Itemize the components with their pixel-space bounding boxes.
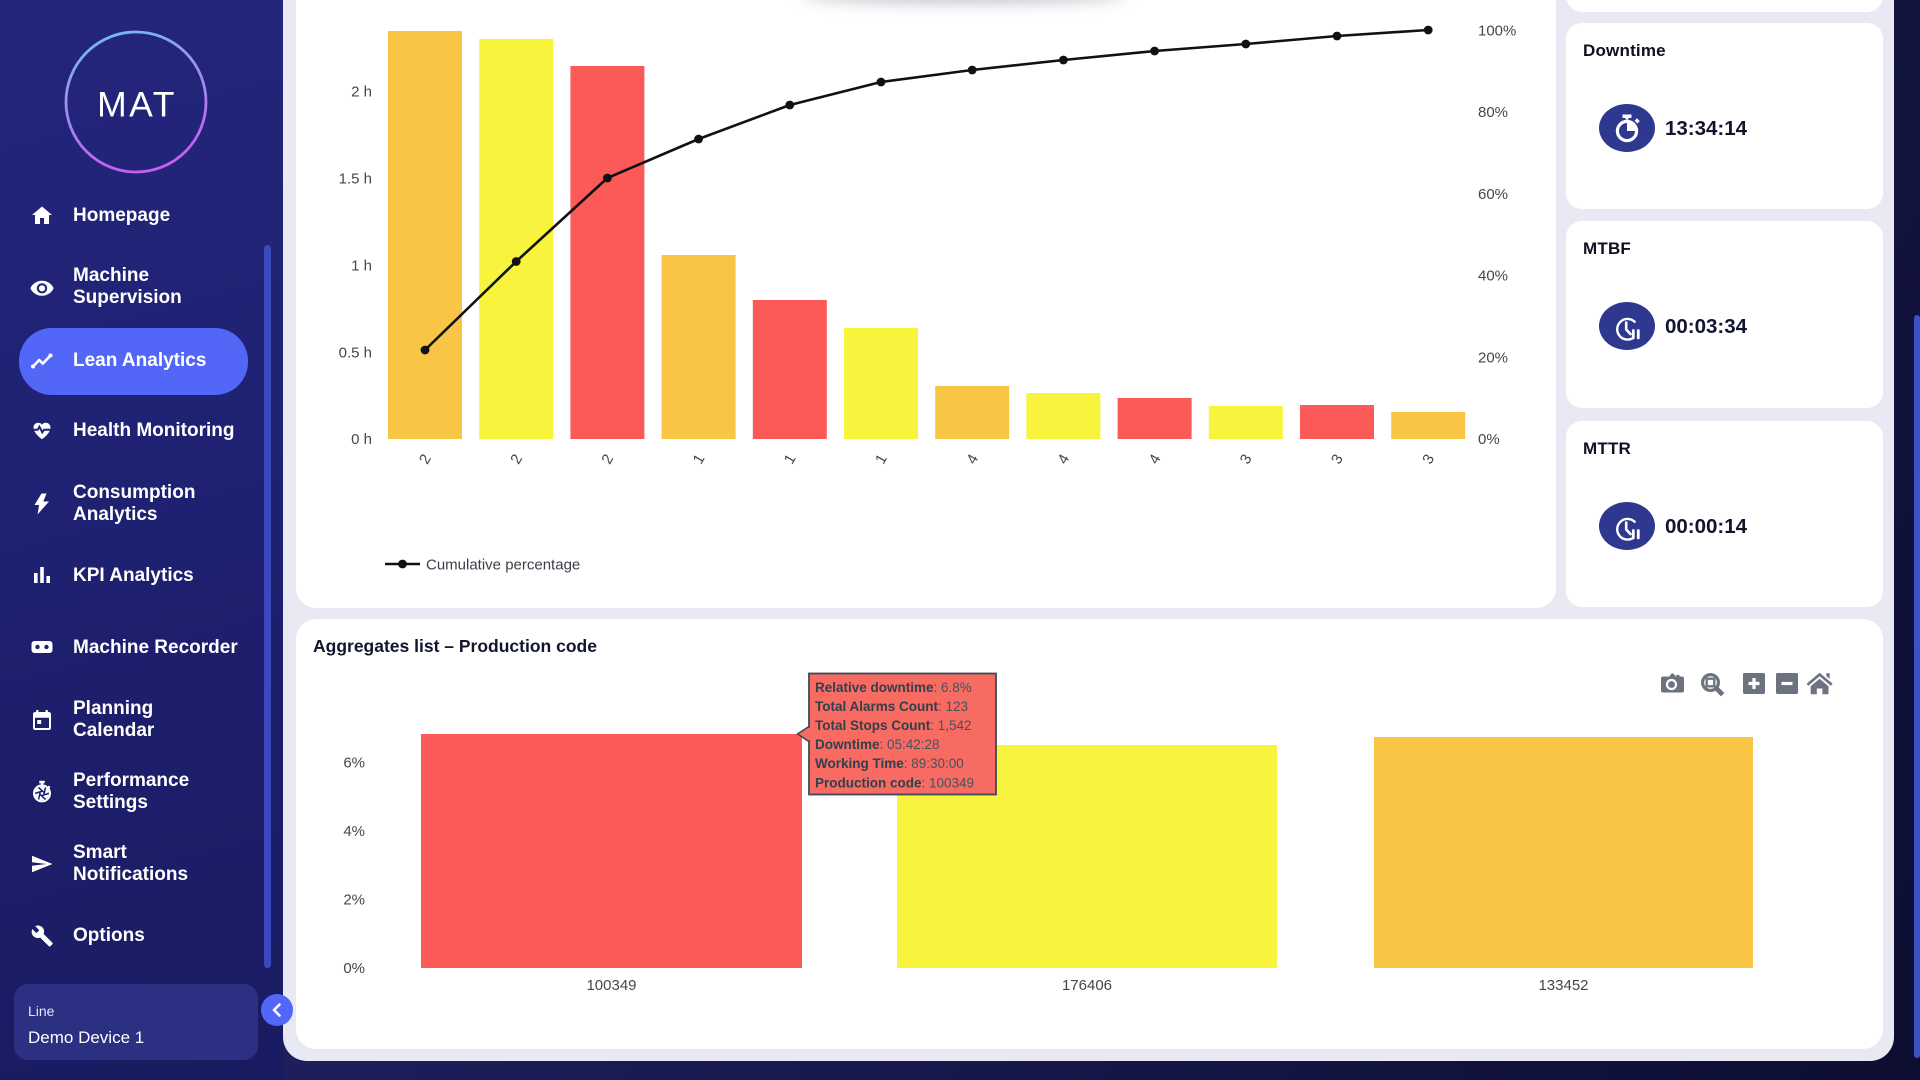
svg-text:133452: 133452	[1538, 977, 1588, 994]
svg-text:1: 1	[872, 451, 891, 467]
svg-text:Relative downtime: 6.8%: Relative downtime: 6.8%	[815, 680, 972, 695]
svg-text:Production code: 100349: Production code: 100349	[815, 775, 974, 790]
svg-text:Working Time: 89:30:00: Working Time: 89:30:00	[815, 756, 964, 771]
svg-text:4: 4	[963, 451, 982, 467]
svg-text:3: 3	[1328, 451, 1347, 467]
svg-text:100%: 100%	[1478, 22, 1516, 39]
svg-text:2: 2	[507, 451, 526, 467]
svg-text:100349: 100349	[586, 977, 636, 994]
svg-text:80%: 80%	[1478, 104, 1508, 121]
svg-text:Total Alarms Count: 123: Total Alarms Count: 123	[815, 699, 968, 714]
svg-text:4: 4	[1146, 451, 1165, 467]
svg-text:0%: 0%	[343, 960, 365, 977]
svg-text:2: 2	[598, 451, 617, 467]
svg-text:3: 3	[1419, 451, 1438, 467]
svg-text:MAT: MAT	[97, 85, 177, 125]
svg-text:2%: 2%	[343, 892, 365, 909]
svg-text:4: 4	[1054, 451, 1073, 467]
svg-text:0 h: 0 h	[351, 431, 372, 448]
svg-text:1: 1	[690, 451, 709, 467]
svg-text:20%: 20%	[1478, 349, 1508, 366]
svg-text:1 h: 1 h	[351, 257, 372, 274]
svg-text:176406: 176406	[1062, 977, 1112, 994]
svg-text:1: 1	[781, 451, 800, 467]
svg-text:40%: 40%	[1478, 268, 1508, 285]
svg-text:4%: 4%	[343, 823, 365, 840]
svg-text:Downtime: 05:42:28: Downtime: 05:42:28	[815, 737, 940, 752]
svg-text:2 h: 2 h	[351, 84, 372, 101]
svg-text:6%: 6%	[343, 754, 365, 771]
svg-text:60%: 60%	[1478, 186, 1508, 203]
svg-text:Total Stops Count: 1,542: Total Stops Count: 1,542	[815, 718, 972, 733]
svg-text:0%: 0%	[1478, 431, 1500, 448]
svg-text:0.5 h: 0.5 h	[339, 344, 372, 361]
svg-text:1.5 h: 1.5 h	[339, 171, 372, 188]
svg-text:2: 2	[416, 451, 435, 467]
svg-text:Cumulative percentage: Cumulative percentage	[426, 557, 580, 574]
svg-text:3: 3	[1237, 451, 1256, 467]
